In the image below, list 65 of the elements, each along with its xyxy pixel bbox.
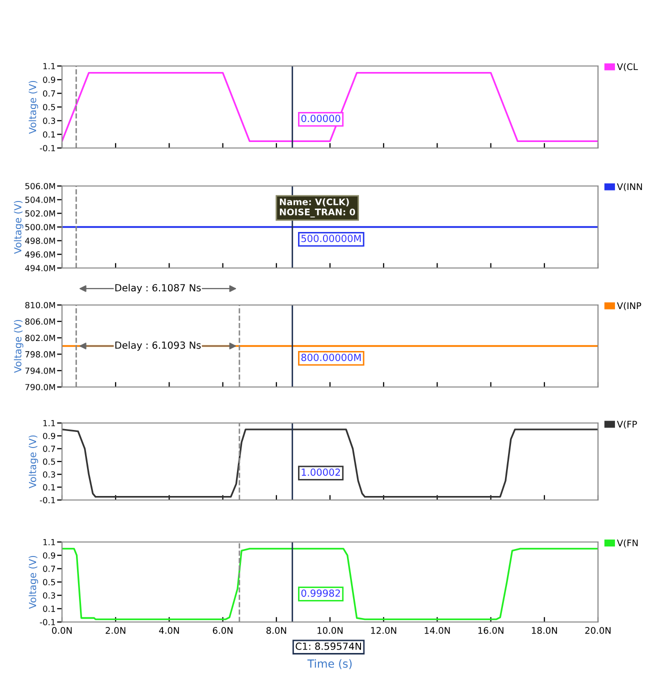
y-tick-label: 0.3 bbox=[43, 592, 56, 599]
y-tick-label: 0.5 bbox=[43, 104, 56, 110]
y-tick-label: 802.0M bbox=[25, 334, 55, 342]
y-tick-label: 506.0M bbox=[25, 182, 55, 190]
y-tick-label: 0.3 bbox=[43, 471, 56, 478]
annotation: 1.00002 bbox=[302, 468, 340, 476]
y-tick-label: 0.1 bbox=[43, 131, 55, 138]
legend-label: V(CL bbox=[616, 63, 638, 72]
y-axis-title: Voltage (V) bbox=[28, 556, 38, 609]
y-axis-title: Voltage (V) bbox=[28, 435, 38, 488]
y-tick-label: 790.0M bbox=[25, 384, 55, 390]
y-tick-label: 1.1 bbox=[43, 63, 55, 70]
y-tick-label: 0.9 bbox=[43, 432, 56, 440]
y-axis-title: Voltage (V) bbox=[14, 200, 24, 254]
annotation: 0.99982 bbox=[301, 589, 340, 597]
annotation: 0.00000 bbox=[301, 114, 340, 122]
y-axis-title: Voltage (V) bbox=[28, 80, 38, 134]
y-tick-label: 496.0M bbox=[25, 251, 55, 258]
legend-label: V(FN bbox=[616, 539, 638, 548]
x-tick-label: 10.0N bbox=[318, 627, 343, 634]
y-tick-label: 1.1 bbox=[43, 539, 55, 546]
y-axis-title: Voltage (V) bbox=[14, 320, 24, 373]
y-tick-label: 0.7 bbox=[43, 90, 56, 97]
y-tick-label: 502.0M bbox=[25, 210, 55, 217]
y-tick-label: 1.1 bbox=[43, 420, 55, 426]
y-tick-label: 0.7 bbox=[43, 566, 56, 572]
y-tick-label: 810.0M bbox=[25, 302, 55, 308]
x-tick-label: 12.0N bbox=[371, 627, 396, 634]
x-axis-title: Time (s) bbox=[307, 659, 352, 670]
y-tick-label: 0.3 bbox=[43, 118, 56, 124]
y-tick-label: 0.1 bbox=[43, 606, 55, 612]
y-tick-label: 0.7 bbox=[43, 446, 56, 452]
x-tick-label: 16.0N bbox=[478, 627, 504, 634]
text: Delay : 6.1087 Ns bbox=[115, 284, 201, 294]
y-tick-label: 494.0M bbox=[25, 264, 55, 272]
annotation: Delay : 6.1093 Ns bbox=[115, 341, 201, 351]
y-tick-label: 794.0M bbox=[25, 368, 55, 374]
y-tick-label: 798.0M bbox=[25, 351, 55, 358]
annotation: 800.00000M bbox=[301, 354, 361, 362]
legend-label: V(FP bbox=[616, 420, 637, 429]
x-tick-label: 20.0N bbox=[585, 627, 611, 634]
x-tick-label: 18.0N bbox=[532, 627, 557, 634]
x-tick-label: 8.0N bbox=[266, 627, 286, 634]
x-tick-label: 2.0N bbox=[106, 627, 126, 634]
y-tick-label: 0.9 bbox=[43, 76, 56, 83]
y-tick-label: 806.0M bbox=[25, 318, 55, 325]
x-tick-label: 4.0N bbox=[159, 627, 179, 634]
y-tick-label: 0.1 bbox=[43, 484, 55, 490]
y-tick-label: 498.0M bbox=[25, 238, 55, 244]
legend-label: V(INN bbox=[616, 183, 642, 192]
y-tick-label: -0.1 bbox=[40, 144, 55, 152]
y-tick-label: 0.9 bbox=[43, 552, 56, 559]
y-tick-label: 500.0M bbox=[25, 224, 55, 230]
y-tick-label: -0.1 bbox=[40, 618, 55, 626]
annotation: Name: V(CLK) NOISE_TRAN: 0 bbox=[280, 198, 356, 218]
x-tick-label: 6.0N bbox=[212, 627, 232, 634]
y-tick-label: 0.5 bbox=[43, 458, 56, 465]
x-tick-label: 14.0N bbox=[424, 627, 450, 634]
y-tick-label: 504.0M bbox=[25, 196, 55, 203]
annotation: 500.00000M bbox=[301, 234, 361, 242]
y-tick-label: -0.1 bbox=[40, 496, 55, 504]
legend-label: V(INP bbox=[616, 302, 642, 310]
ref-line-label: C1: 8.59574N bbox=[296, 642, 362, 650]
y-tick-label: 0.5 bbox=[43, 578, 56, 586]
x-tick-label: 0.0N bbox=[52, 627, 72, 634]
